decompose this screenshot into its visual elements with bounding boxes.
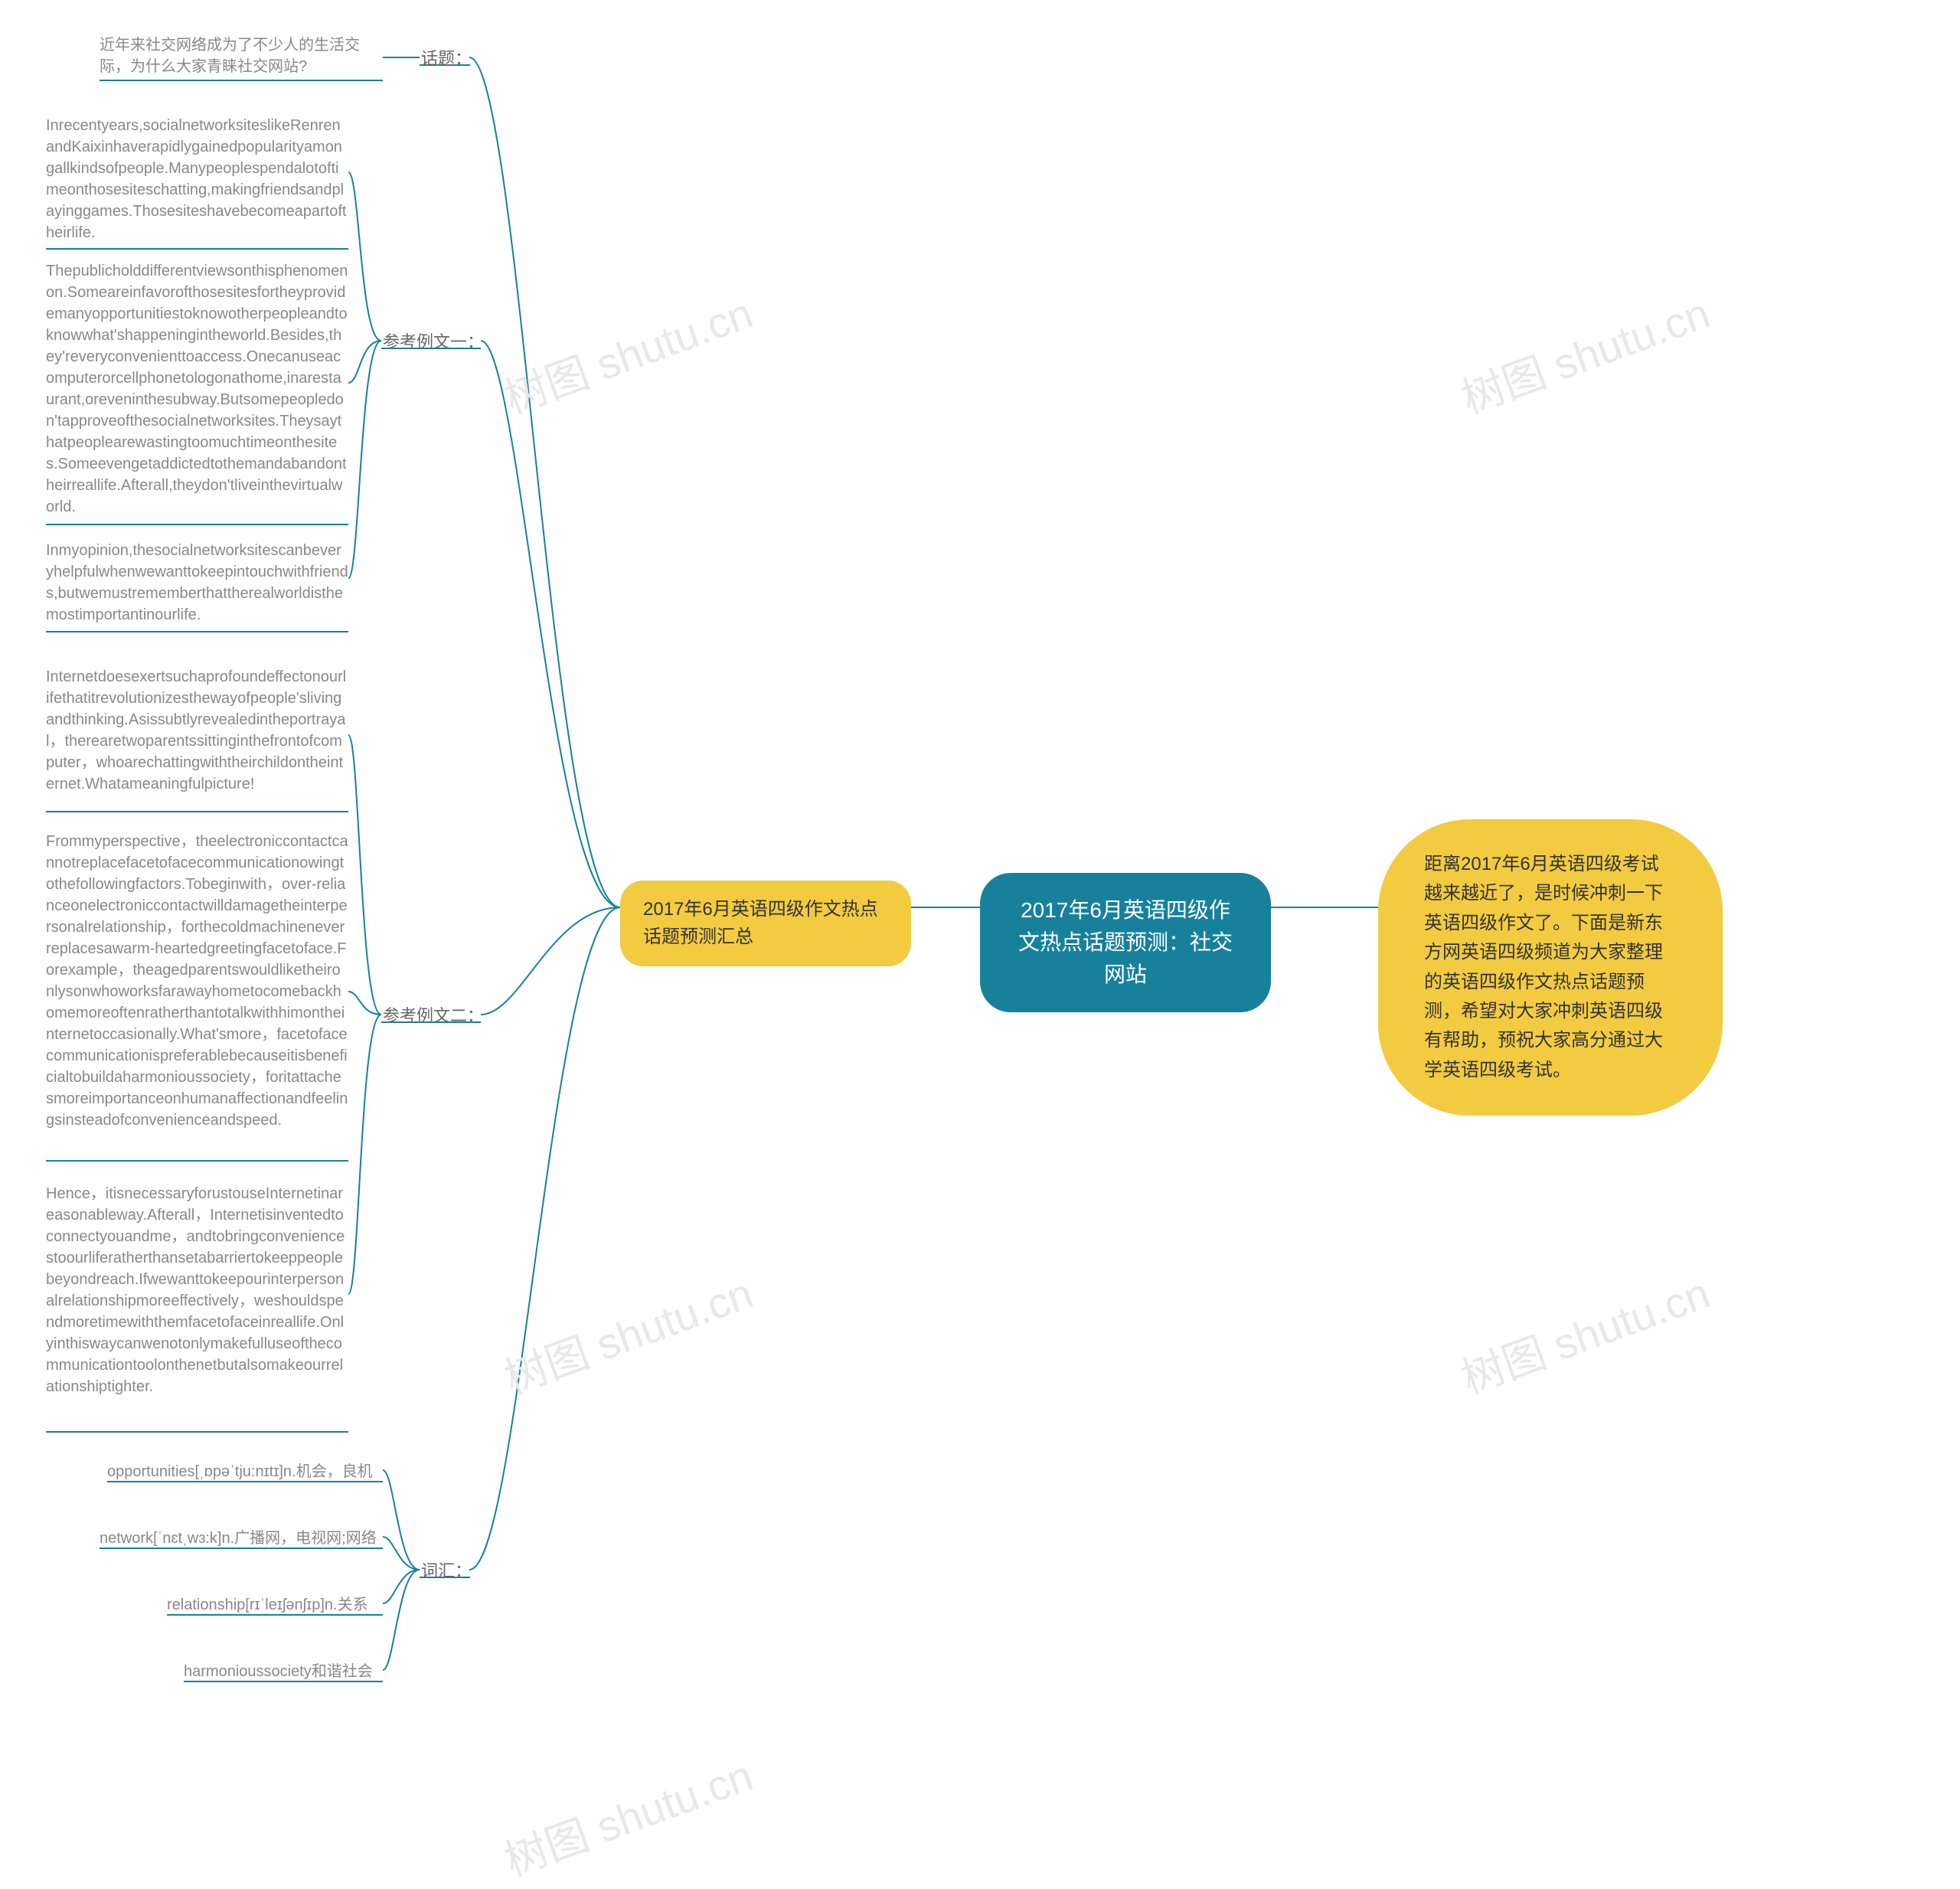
essay2-label: 参考例文二： xyxy=(383,1003,484,1028)
center-title: 2017年6月英语四级作文热点话题预测：社交网站 xyxy=(1017,894,1234,991)
watermark: 树图 shutu.cn xyxy=(1452,1259,1717,1406)
watermark: 树图 shutu.cn xyxy=(495,1741,760,1888)
topic-label: 话题： xyxy=(421,46,472,71)
topic-item: 近年来社交网络成为了不少人的生活交际，为什么大家青睐社交网站? xyxy=(100,34,383,77)
vocab-item: harmonioussociety和谐社会 xyxy=(184,1659,373,1681)
essay2-para2: Frommyperspective，theelectroniccontactca… xyxy=(46,831,348,1131)
vocab-item: network[ˈnɛtˌwɜ:k]n.广播网，电视网;网络 xyxy=(100,1525,377,1547)
intro-node: 距离2017年6月英语四级考试越来越近了，是时候冲刺一下英语四级作文了。下面是新… xyxy=(1378,819,1723,1116)
vocab-label: 词汇： xyxy=(421,1558,472,1583)
vocab-item: opportunities[ˌɒpəˈtju:nɪtɪ]n.机会，良机 xyxy=(107,1459,373,1481)
intro-text: 距离2017年6月英语四级考试越来越近了，是时候冲刺一下英语四级作文了。下面是新… xyxy=(1424,850,1677,1085)
watermark: 树图 shutu.cn xyxy=(1452,279,1717,426)
essay1-para2: Thepublicholddifferentviewsonthisphenome… xyxy=(46,260,348,518)
essay1-para3: Inmyopinion,thesocialnetworksitescanbeve… xyxy=(46,540,348,626)
summary-text: 2017年6月英语四级作文热点话题预测汇总 xyxy=(643,896,888,951)
vocab-item: relationship[rɪˈleɪʃənʃɪp]n.关系 xyxy=(167,1592,368,1614)
essay2-para1: Internetdoesexertsuchaprofoundeffectonou… xyxy=(46,666,348,795)
watermark: 树图 shutu.cn xyxy=(495,1259,760,1406)
summary-node: 2017年6月英语四级作文热点话题预测汇总 xyxy=(620,881,911,966)
center-node: 2017年6月英语四级作文热点话题预测：社交网站 xyxy=(980,873,1271,1012)
essay2-para3: Hence，itisnecessaryforustouseInternetina… xyxy=(46,1183,348,1397)
essay1-label: 参考例文一： xyxy=(383,329,484,355)
watermark: 树图 shutu.cn xyxy=(495,279,760,426)
essay1-para1: Inrecentyears,socialnetworksiteslikeRenr… xyxy=(46,115,348,243)
